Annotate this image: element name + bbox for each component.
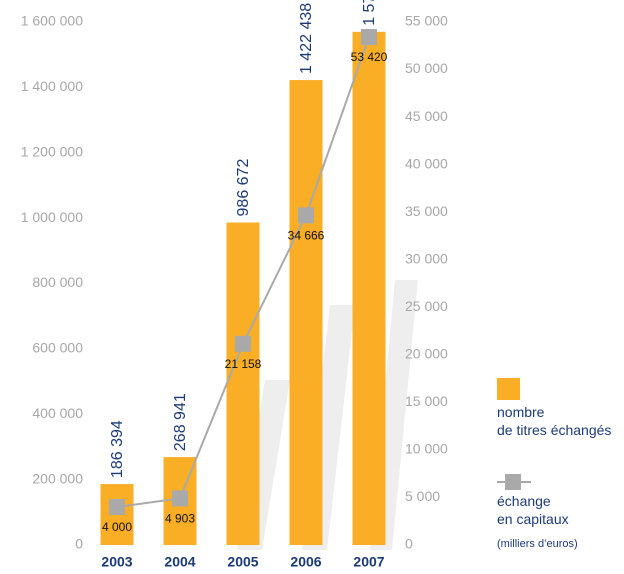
y-tick-label: 30 000 [405, 250, 448, 266]
legend-swatch [497, 378, 520, 400]
bar-value-label: 1 57 [361, 0, 378, 26]
legend-swatch [505, 474, 521, 490]
x-tick-label: 2003 [101, 554, 132, 570]
y-tick-label: 200 000 [32, 470, 83, 486]
y-tick-label: 600 000 [32, 340, 83, 356]
legend-label: nombre de titres échangés [497, 404, 612, 438]
bar [352, 31, 386, 545]
y-tick-label: 45 000 [405, 108, 448, 124]
line-marker [109, 498, 125, 515]
y-tick-label: 0 [75, 536, 83, 552]
x-tick-label: 2005 [227, 554, 258, 570]
y-tick-label: 1 400 000 [21, 78, 83, 94]
x-tick-label: 2004 [164, 554, 195, 570]
x-tick-label: 2006 [290, 554, 321, 570]
line-value-label: 53 420 [351, 50, 388, 64]
y-tick-label: 1 000 000 [21, 209, 83, 225]
y-tick-label: 400 000 [32, 405, 83, 421]
x-tick-label: 2007 [353, 554, 384, 570]
y-tick-label: 1 600 000 [21, 13, 83, 29]
line-value-label: 4 000 [102, 520, 132, 534]
y-tick-label: 40 000 [405, 155, 448, 171]
bar-value-label: 1 422 438 [298, 3, 315, 74]
line-marker [235, 335, 251, 352]
line-marker [361, 29, 377, 46]
bar [226, 222, 260, 546]
bar-value-label: 186 394 [109, 420, 126, 478]
legend-label: échange en capitaux [497, 493, 569, 527]
y-tick-label: 5 000 [405, 488, 440, 504]
axis-unit: (milliers d’euros) [497, 538, 578, 550]
y-tick-label: 1 200 000 [21, 143, 83, 159]
y-tick-label: 0 [405, 536, 413, 552]
bar-value-label: 986 672 [235, 159, 252, 217]
line-value-label: 4 903 [165, 512, 195, 526]
line-marker [298, 207, 314, 224]
bar [289, 80, 323, 545]
y-tick-label: 20 000 [405, 346, 448, 362]
y-tick-label: 55 000 [405, 13, 448, 29]
y-tick-label: 10 000 [405, 441, 448, 457]
line-value-label: 34 666 [288, 229, 325, 243]
y-tick-label: 15 000 [405, 393, 448, 409]
line-marker [172, 490, 188, 507]
y-tick-label: 800 000 [32, 274, 83, 290]
y-tick-label: 35 000 [405, 203, 448, 219]
y-tick-label: 25 000 [405, 298, 448, 314]
line-value-label: 21 158 [225, 357, 262, 371]
bar-value-label: 268 941 [172, 393, 189, 451]
y-tick-label: 50 000 [405, 60, 448, 76]
